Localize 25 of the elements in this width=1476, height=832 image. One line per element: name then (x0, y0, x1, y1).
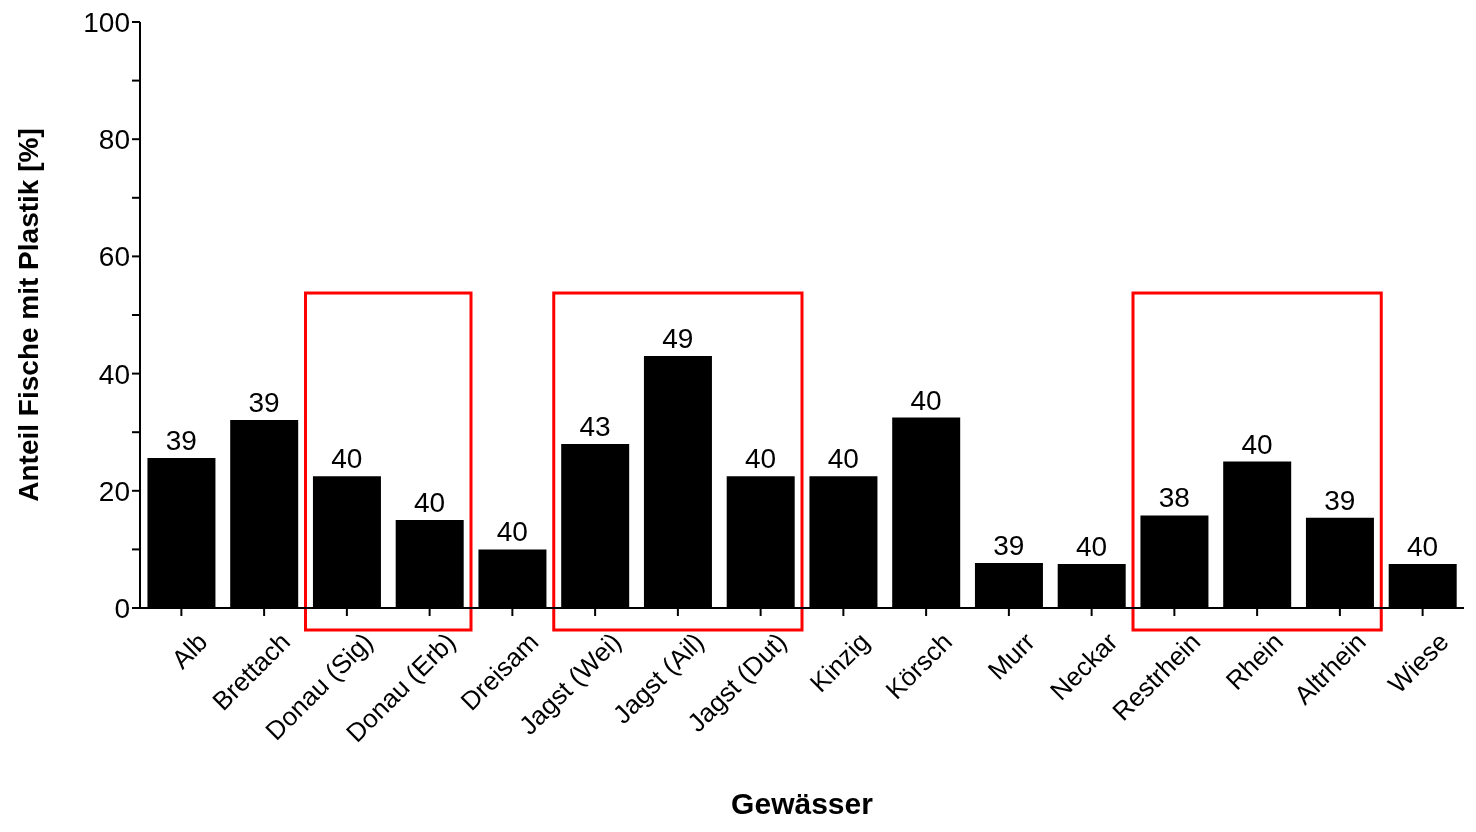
annotation: 40 (414, 487, 446, 519)
annotation: 39 (1324, 484, 1356, 516)
annotation: 39 (165, 424, 197, 456)
y-tick-label: 20 (98, 475, 130, 507)
y-tick-label: 0 (114, 592, 130, 624)
annotation: 40 (331, 443, 363, 475)
annotation: 40 (910, 384, 942, 416)
y-tick-label: 100 (83, 6, 130, 38)
annotation: 38 (1158, 482, 1190, 514)
annotation: 40 (1076, 531, 1108, 563)
y-axis-title: Anteil Fische mit Plastik [%] (12, 128, 44, 502)
annotation: 39 (993, 529, 1025, 561)
annotation: 40 (827, 443, 859, 475)
annotation: 39 (248, 386, 280, 418)
y-tick-label: 80 (98, 124, 130, 156)
x-axis-title: Gewässer (731, 787, 874, 820)
annotation: 40 (745, 443, 777, 475)
annotation: 43 (579, 410, 611, 442)
annotation: 49 (662, 323, 694, 355)
x-tick-label: Alb (165, 626, 214, 675)
y-tick-label: 60 (98, 241, 130, 273)
annotation: 40 (496, 516, 528, 548)
y-tick-label: 40 (98, 358, 130, 390)
annotation: 40 (1407, 531, 1439, 563)
annotation: 40 (1241, 428, 1273, 460)
